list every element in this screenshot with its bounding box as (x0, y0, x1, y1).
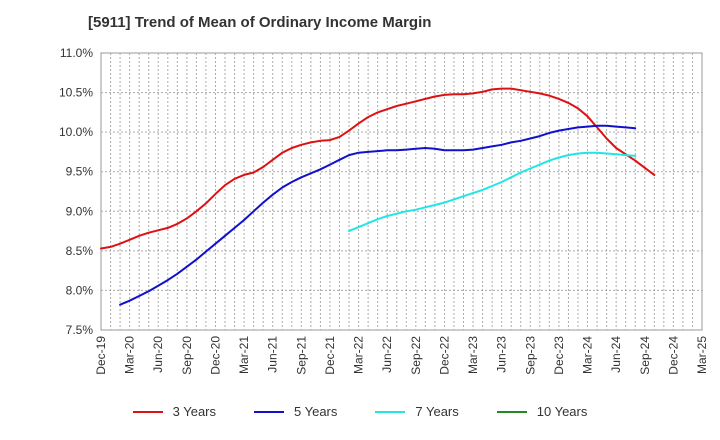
axes: 7.5% 8.0% 8.5% 9.0% 9.5% 10.0% 10.5% 11.0% Dec-1… (59, 46, 709, 375)
y-tick-label: 9.5% (66, 165, 94, 179)
legend-label-10-years: 10 Years (536, 404, 588, 419)
legend-swatch-5-years (254, 410, 284, 413)
legend-label-7-years: 7 Years (415, 404, 459, 419)
y-tick-label: 11.0% (60, 46, 93, 60)
y-tick-label: 8.5% (66, 244, 94, 258)
x-tick-label: Jun-20 (151, 336, 165, 373)
series-line-3-years (100, 87, 656, 250)
legend-label-5-years: 5 Years (294, 404, 338, 419)
x-tick-label: Mar-22 (352, 336, 366, 374)
x-tick-label: Dec-21 (323, 336, 337, 375)
x-tick-label: Sep-21 (294, 336, 308, 375)
x-tick-label: Dec-19 (94, 336, 108, 375)
x-tick-label: Jun-23 (495, 336, 509, 373)
legend-item-3-years: 3 Years (132, 404, 216, 419)
y-tick-label: 10.0% (59, 125, 93, 139)
x-tick-label: Jun-21 (266, 336, 280, 373)
x-tick-label: Sep-24 (638, 336, 652, 375)
legend-item-5-years: 5 Years (254, 404, 337, 419)
y-tick-label: 9.0% (66, 204, 94, 218)
x-tick-label: Jun-24 (609, 336, 623, 373)
legend-item-10-years: 10 Years (496, 404, 588, 419)
plot-frame (100, 52, 703, 331)
y-tick-label: 8.0% (66, 283, 94, 297)
y-tick-label: 7.5% (66, 323, 94, 337)
x-tick-label: Sep-23 (523, 336, 537, 375)
x-tick-label: Dec-20 (208, 336, 222, 375)
legend-label-3-years: 3 Years (172, 404, 216, 419)
legend-swatch-10-years (496, 410, 527, 413)
x-tick-label: Sep-22 (409, 336, 423, 375)
x-tick-label: Mar-24 (581, 336, 595, 374)
x-tick-label: Mar-23 (466, 336, 480, 374)
x-tick-label: Mar-21 (237, 336, 251, 374)
x-tick-label: Mar-20 (123, 336, 137, 374)
chart-title: [5911] Trend of Mean of Ordinary Income … (88, 14, 432, 31)
x-tick-label: Dec-23 (552, 336, 566, 375)
legend-swatch-7-years (375, 410, 406, 413)
x-tick-label: Jun-22 (380, 336, 394, 373)
series-line-5-years (119, 124, 637, 306)
x-tick-label: Sep-20 (180, 336, 194, 375)
grid (100, 52, 703, 331)
legend-swatch-3-years (132, 410, 163, 413)
series-lines (100, 87, 656, 306)
legend-item-7-years: 7 Years (375, 404, 459, 419)
x-tick-label: Dec-24 (666, 336, 680, 375)
x-tick-label: Mar-25 (695, 336, 709, 374)
x-tick-label: Dec-22 (437, 336, 451, 375)
series-line-7-years (348, 151, 637, 233)
y-tick-label: 10.5% (59, 86, 93, 100)
legend: 3 Years 5 Years 7 Years 10 Years (0, 404, 720, 419)
